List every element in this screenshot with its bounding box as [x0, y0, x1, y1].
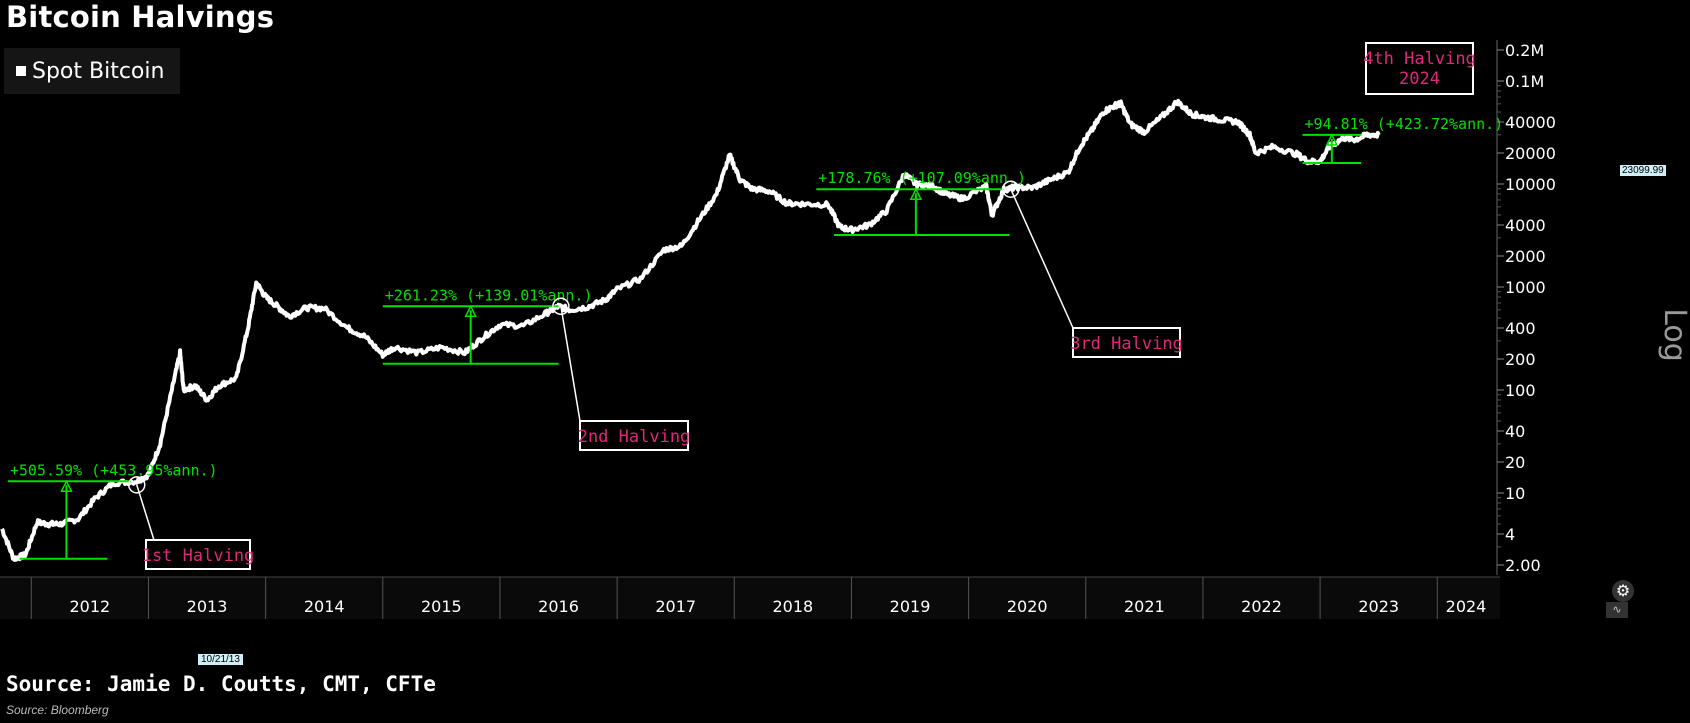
x-axis-band-bg — [0, 577, 1500, 619]
halving-label: 4th Halving — [1363, 49, 1476, 69]
halving-callout: 3rd Halving — [1002, 180, 1183, 358]
halving-marker — [552, 297, 570, 316]
halving-box — [579, 420, 689, 451]
halving-box — [1365, 42, 1474, 95]
x-tick-label: 2014 — [304, 597, 345, 616]
chart-title: Bitcoin Halvings — [6, 0, 275, 34]
halving-box — [145, 539, 251, 570]
y-tick-label: 20 — [1505, 453, 1525, 472]
halving-leader-line — [560, 306, 581, 422]
price-line — [0, 98, 1381, 562]
x-tick-label: 2018 — [773, 597, 814, 616]
legend-swatch — [16, 66, 26, 76]
legend[interactable]: Spot Bitcoin — [4, 48, 180, 94]
y-tick-label: 400 — [1505, 319, 1536, 338]
legend-label: Spot Bitcoin — [32, 58, 165, 84]
x-tick-label: 2024 — [1446, 597, 1487, 616]
x-tick-label: 2017 — [655, 597, 696, 616]
y-tick-label: 100 — [1505, 381, 1536, 400]
source-bloomberg: Source: Bloomberg — [6, 703, 109, 717]
annotation-arrow-head — [60, 479, 73, 493]
last-price-flag: 23099.99 — [1620, 165, 1666, 176]
halving-callout: 2nd Halving — [552, 297, 691, 451]
y-tick-label: 0.1M — [1505, 72, 1544, 91]
return-annotation: +505.59% (+453.95%ann.) — [7, 461, 218, 560]
x-tick-label: 2019 — [890, 597, 931, 616]
x-tick-label: 2015 — [421, 597, 462, 616]
annotation-label: +94.81% (+423.72%ann.) — [1305, 115, 1504, 133]
halving-leader-line — [1010, 188, 1074, 329]
mini-chart-icon[interactable]: ∿ — [1606, 602, 1628, 618]
y-tick-label: 4000 — [1505, 216, 1546, 235]
x-tick-label: 2022 — [1241, 597, 1282, 616]
return-annotation: +178.76% (+107.09%ann.) — [816, 169, 1026, 236]
y-tick-label: 40000 — [1505, 113, 1556, 132]
x-axis: 2012 2013 2014 2015 2016 2017 2018 2019 2020 2021… — [0, 576, 1500, 619]
gear-icon[interactable]: ⚙ — [1612, 580, 1634, 602]
halving-marker — [1002, 180, 1020, 198]
halving-leader-line — [136, 484, 155, 541]
annotation-label: +178.76% (+107.09%ann.) — [818, 169, 1026, 187]
halving-box — [1072, 327, 1181, 358]
halving-marker — [127, 476, 146, 494]
y-tick-label: 200 — [1505, 350, 1536, 369]
annotation-arrow-head — [909, 187, 923, 200]
x-tick-label: 2016 — [538, 597, 579, 616]
y-tick-label: 10 — [1505, 484, 1525, 503]
annotation-arrow-head — [464, 304, 477, 318]
annotation-label: +261.23% (+139.01%ann.) — [385, 286, 593, 304]
price-series — [0, 98, 1381, 562]
y-tick-label: 10000 — [1505, 175, 1556, 194]
return-annotation: +261.23% (+139.01%ann.) — [382, 286, 593, 365]
y-tick-label: 20000 — [1505, 144, 1556, 163]
source-credit: Source: Jamie D. Coutts, CMT, CFTe — [6, 672, 436, 696]
annotation-arrow-head — [1325, 133, 1339, 146]
y-tick-label: 1000 — [1505, 278, 1546, 297]
halving-label: 3rd Halving — [1070, 334, 1183, 354]
halving-callouts: 1st Halving 2nd Halving 3rd Halving 4th Hal… — [127, 42, 1476, 570]
halving-callout: 1st Halving — [127, 476, 255, 570]
return-annotations: +505.59% (+453.95%ann.) +261.23% (+139.01… — [7, 115, 1504, 560]
halving-label: 2nd Halving — [578, 427, 691, 447]
y-tick-label: 2.00 — [1505, 556, 1541, 575]
annotation-label: +505.59% (+453.95%ann.) — [10, 461, 218, 479]
return-annotation: +94.81% (+423.72%ann.) — [1302, 115, 1504, 164]
date-flag: 10/21/13 — [198, 654, 243, 665]
log-scale-label: Log — [1657, 308, 1690, 362]
y-tick-label: 4 — [1505, 525, 1515, 544]
x-tick-label: 2013 — [187, 597, 228, 616]
y-axis: 0.2M 0.1M 40000 20000 10000 4000 2000 1000 400 20… — [1496, 40, 1556, 575]
y-tick-label: 40 — [1505, 422, 1525, 441]
halving-label: 2024 — [1399, 69, 1440, 89]
halving-label: 1st Halving — [142, 546, 255, 566]
x-tick-label: 2021 — [1124, 597, 1165, 616]
x-tick-label: 2023 — [1358, 597, 1399, 616]
y-tick-label: 0.2M — [1505, 41, 1544, 60]
y-tick-label: 2000 — [1505, 247, 1546, 266]
x-tick-label: 2012 — [70, 597, 111, 616]
x-tick-label: 2020 — [1007, 597, 1048, 616]
